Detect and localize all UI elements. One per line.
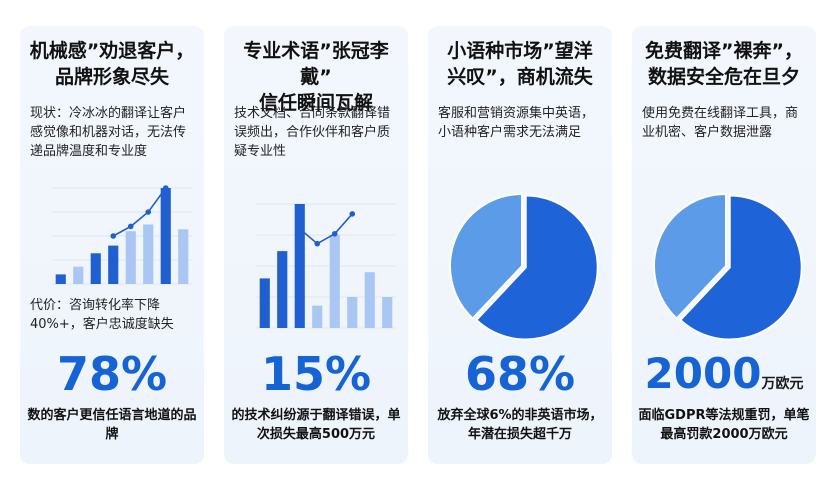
trend-point-2: [145, 209, 152, 215]
stat-unit: 万欧元: [761, 376, 804, 392]
card-title: 专业术语”张冠李戴” 信任瞬间瓦解: [224, 26, 408, 114]
trend-point-1: [127, 223, 134, 230]
title-line-1: 小语种市场”望洋: [447, 40, 593, 62]
pie-slice-0: [475, 194, 599, 341]
card-title: 机械感”劝退客户， 品牌形象尽失: [20, 26, 204, 104]
bar-2: [294, 204, 305, 328]
card-minor-languages: 小语种市场”望洋 兴叹”，商机流失 客服和营销资源集中英语，小语种客户需求无法满…: [428, 26, 612, 464]
bar-6: [160, 188, 171, 284]
title-line-2: 品牌形象尽失: [54, 66, 169, 88]
trend-point-3: [349, 211, 356, 217]
bar-0: [55, 274, 66, 284]
bar-4: [125, 231, 136, 284]
bar-2: [90, 253, 101, 284]
stat-caption: 放弃全球6%的非英语市场，年潜在损失超千万: [437, 408, 603, 442]
pie-chart-market: [449, 192, 599, 341]
cost-text: 代价：咨询转化率下降40%+，客户忠诚度缺失: [30, 298, 174, 332]
pie-chart-security: [653, 192, 803, 341]
bar-3: [108, 245, 119, 284]
title-line-2: 信任瞬间瓦解: [258, 92, 373, 114]
bar-chart-errors: [256, 203, 396, 329]
title-line-1: 专业术语”张冠李戴”: [243, 40, 389, 88]
trend-point-2: [331, 230, 338, 237]
card-description: 现状：冷冰冰的翻译让客户感觉像和机器对话，无法传递品牌温度和专业度: [30, 106, 187, 159]
stat-value: 68%: [428, 346, 612, 402]
card-description: 使用免费在线翻译工具，商业机密、客户数据泄露: [642, 106, 799, 140]
bar-1: [277, 251, 288, 328]
card-title: 小语种市场”望洋 兴叹”，商机流失: [428, 26, 612, 104]
stat-value: 15%: [224, 346, 408, 402]
stat-value: 2000万欧元: [632, 346, 816, 412]
stat-number: 15%: [260, 347, 372, 401]
card-brand-image: 机械感”劝退客户， 品牌形象尽失 现状：冷冰冰的翻译让客户感觉像和机器对话，无法…: [20, 26, 204, 464]
stat-caption: 面临GDPR等法规重罚，单笔最高罚款2000万欧元: [638, 408, 810, 442]
bar-chart-conversion: [52, 185, 192, 285]
title-line-2: 兴叹”，商机流失: [447, 66, 593, 88]
bar-0: [259, 278, 270, 328]
trend-point-0: [110, 233, 117, 239]
bar-5: [143, 224, 154, 284]
stat-number: 2000: [644, 349, 762, 398]
card-description: 客服和营销资源集中英语，小语种客户需求无法满足: [438, 106, 595, 140]
stat-number: 78%: [56, 347, 168, 401]
card-terminology: 专业术语”张冠李戴” 信任瞬间瓦解 技术文档、合同条款翻译错误频出，合作伙伴和客…: [224, 26, 408, 464]
card-description: 技术文档、合同条款翻译错误频出，合作伙伴和客户质疑专业性: [234, 106, 391, 159]
trend-point-1: [314, 240, 321, 247]
trend-line: [112, 187, 167, 237]
bar-7: [178, 229, 189, 284]
title-line-1: 机械感”劝退客户，: [29, 40, 195, 62]
bar-4: [329, 235, 340, 328]
pie-slice-1: [653, 192, 727, 320]
bar-3: [312, 305, 323, 328]
stat-number: 68%: [464, 347, 576, 401]
stat-caption: 数的客户更信任语言地道的品牌: [27, 408, 197, 442]
card-title: 免费翻译”裸奔”， 数据安全危在旦夕: [632, 26, 816, 104]
trend-line: [299, 213, 353, 245]
stat-caption: 的技术纠纷源于翻译错误，单次损失最高500万元: [231, 408, 401, 442]
title-line-1: 免费翻译”裸奔”，: [645, 40, 803, 62]
pie-slice-0: [679, 194, 803, 341]
bar-6: [364, 272, 375, 328]
trend-point-0: [296, 226, 303, 232]
bar-5: [347, 297, 358, 328]
pie-slice-1: [449, 192, 523, 320]
bar-1: [73, 266, 84, 284]
bar-7: [382, 297, 393, 328]
card-data-security: 免费翻译”裸奔”， 数据安全危在旦夕 使用免费在线翻译工具，商业机密、客户数据泄…: [632, 26, 816, 464]
trend-point-3: [162, 185, 169, 191]
title-line-2: 数据安全危在旦夕: [647, 66, 800, 88]
stat-value: 78%: [20, 346, 204, 402]
